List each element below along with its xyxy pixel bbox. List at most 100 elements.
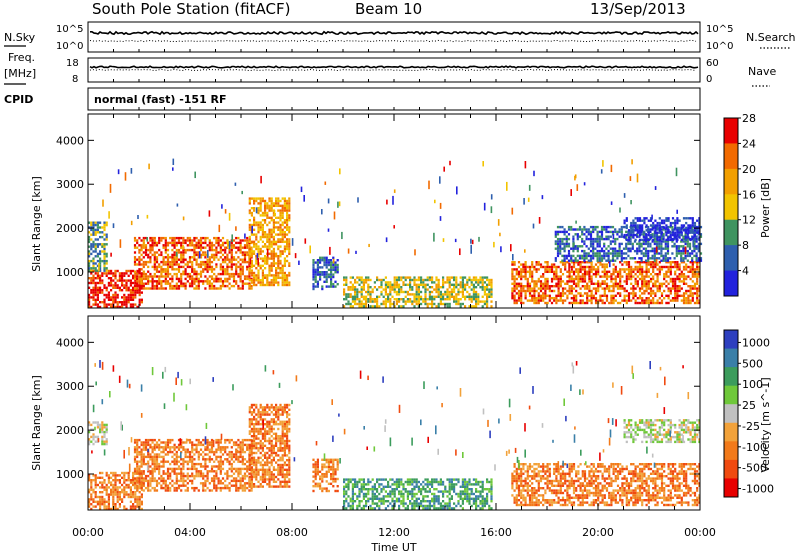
power-echo-cell (689, 226, 692, 230)
power-echo-cell (572, 263, 576, 266)
power-echo-cell (596, 259, 599, 262)
power-echo-cell (171, 239, 174, 242)
power-echo-cell (155, 282, 159, 285)
power-echo-cell (191, 241, 194, 245)
power-echo-cell (169, 265, 172, 269)
power-echo-cell (546, 280, 549, 283)
power-echo-cell (531, 299, 534, 302)
power-echo-cell (281, 235, 284, 239)
power-echo-cell (270, 281, 273, 284)
power-echo-cell (598, 230, 601, 234)
power-echo-cell (596, 225, 599, 229)
power-echo-cell (656, 224, 659, 227)
power-echo-cell (610, 297, 613, 300)
power-echo-cell (358, 298, 361, 301)
power-echo-cell (583, 225, 586, 229)
velocity-echo-cell (171, 470, 174, 473)
power-echo-cell (224, 277, 227, 281)
power-echo-cell (133, 251, 137, 254)
power-echo-cell (647, 263, 650, 266)
velocity-echo-cell (134, 507, 137, 511)
power-echo-cell (647, 219, 650, 222)
power-echo-cell (638, 233, 642, 237)
power-echo-cell (281, 276, 284, 279)
power-echo-cell (286, 240, 289, 243)
power-echo-cell (246, 246, 249, 249)
power-echo-cell (281, 271, 284, 275)
velocity-echo-cell (197, 474, 200, 478)
power-echo-cell (246, 241, 249, 245)
power-echo-cell (268, 197, 271, 200)
power-echo-cell (468, 298, 471, 301)
velocity-echo-cell (105, 488, 108, 491)
power-echo-cell (684, 233, 687, 236)
power-echo-cell (576, 254, 579, 258)
power-echo-cell (424, 283, 427, 286)
velocity-echo-cell (118, 474, 121, 477)
power-echo-cell (585, 237, 588, 241)
power-echo-cell (281, 233, 284, 236)
power-echo-cell (583, 275, 587, 278)
power-echo-cell (645, 273, 648, 276)
power-ytick-label: 2000 (56, 222, 84, 235)
power-echo-cell (649, 236, 653, 239)
power-echo-cell (226, 258, 229, 261)
power-echo-cell (286, 226, 289, 229)
power-echo-cell (277, 202, 280, 205)
power-echo-speck (454, 238, 457, 243)
power-echo-cell (264, 219, 267, 222)
power-echo-cell (283, 207, 286, 210)
power-echo-cell (680, 249, 683, 253)
power-echo-cell (658, 240, 661, 243)
power-echo-cell (88, 303, 91, 306)
power-echo-cell (272, 262, 275, 265)
power-echo-cell (259, 209, 262, 212)
velocity-echo-cell (175, 472, 178, 475)
power-echo-cell (208, 256, 211, 259)
power-echo-cell (235, 236, 238, 240)
power-echo-speck (198, 251, 201, 259)
power-echo-cell (638, 245, 641, 248)
power-echo-cell (632, 292, 635, 295)
power-echo-cell (596, 240, 599, 243)
velocity-echo-cell (173, 446, 176, 449)
power-echo-cell (253, 207, 256, 210)
power-echo-cell (663, 226, 666, 230)
power-echo-cell (138, 286, 141, 289)
velocity-echo-cell (134, 493, 137, 496)
power-echo-cell (566, 297, 569, 300)
power-echo-speck (676, 209, 678, 214)
velocity-echo-cell (193, 467, 196, 471)
power-echo-cell (630, 292, 633, 295)
nsearch-tick-high: 10^5 (706, 24, 733, 35)
power-echo-cell (450, 295, 453, 298)
power-echo-cell (481, 276, 484, 279)
power-echo-cell (250, 233, 253, 236)
power-echo-cell (286, 274, 289, 277)
power-echo-speck (482, 161, 484, 167)
velocity-echo-cell (142, 470, 145, 473)
power-echo-cell (160, 270, 163, 273)
power-echo-cell (270, 235, 273, 239)
power-echo-cell (691, 217, 694, 220)
power-echo-cell (561, 280, 565, 283)
velocity-echo-cell (191, 460, 194, 463)
power-echo-cell (153, 241, 156, 245)
power-echo-cell (446, 288, 449, 291)
power-echo-cell (112, 272, 115, 275)
velocity-echo-cell (191, 465, 194, 468)
power-echo-cell (186, 248, 189, 252)
power-echo-cell (696, 273, 699, 276)
power-echo-cell (99, 226, 102, 229)
power-echo-cell (94, 221, 97, 224)
power-echo-cell (107, 303, 110, 306)
power-echo-cell (515, 273, 518, 276)
power-echo-cell (581, 228, 584, 231)
power-echo-cell (644, 247, 648, 250)
velocity-echo-cell (94, 421, 97, 424)
power-echo-cell (539, 265, 543, 269)
power-echo-cell (277, 209, 280, 212)
velocity-echo-cell (175, 477, 178, 480)
power-echo-cell (564, 292, 567, 295)
velocity-echo-cell (164, 453, 167, 456)
